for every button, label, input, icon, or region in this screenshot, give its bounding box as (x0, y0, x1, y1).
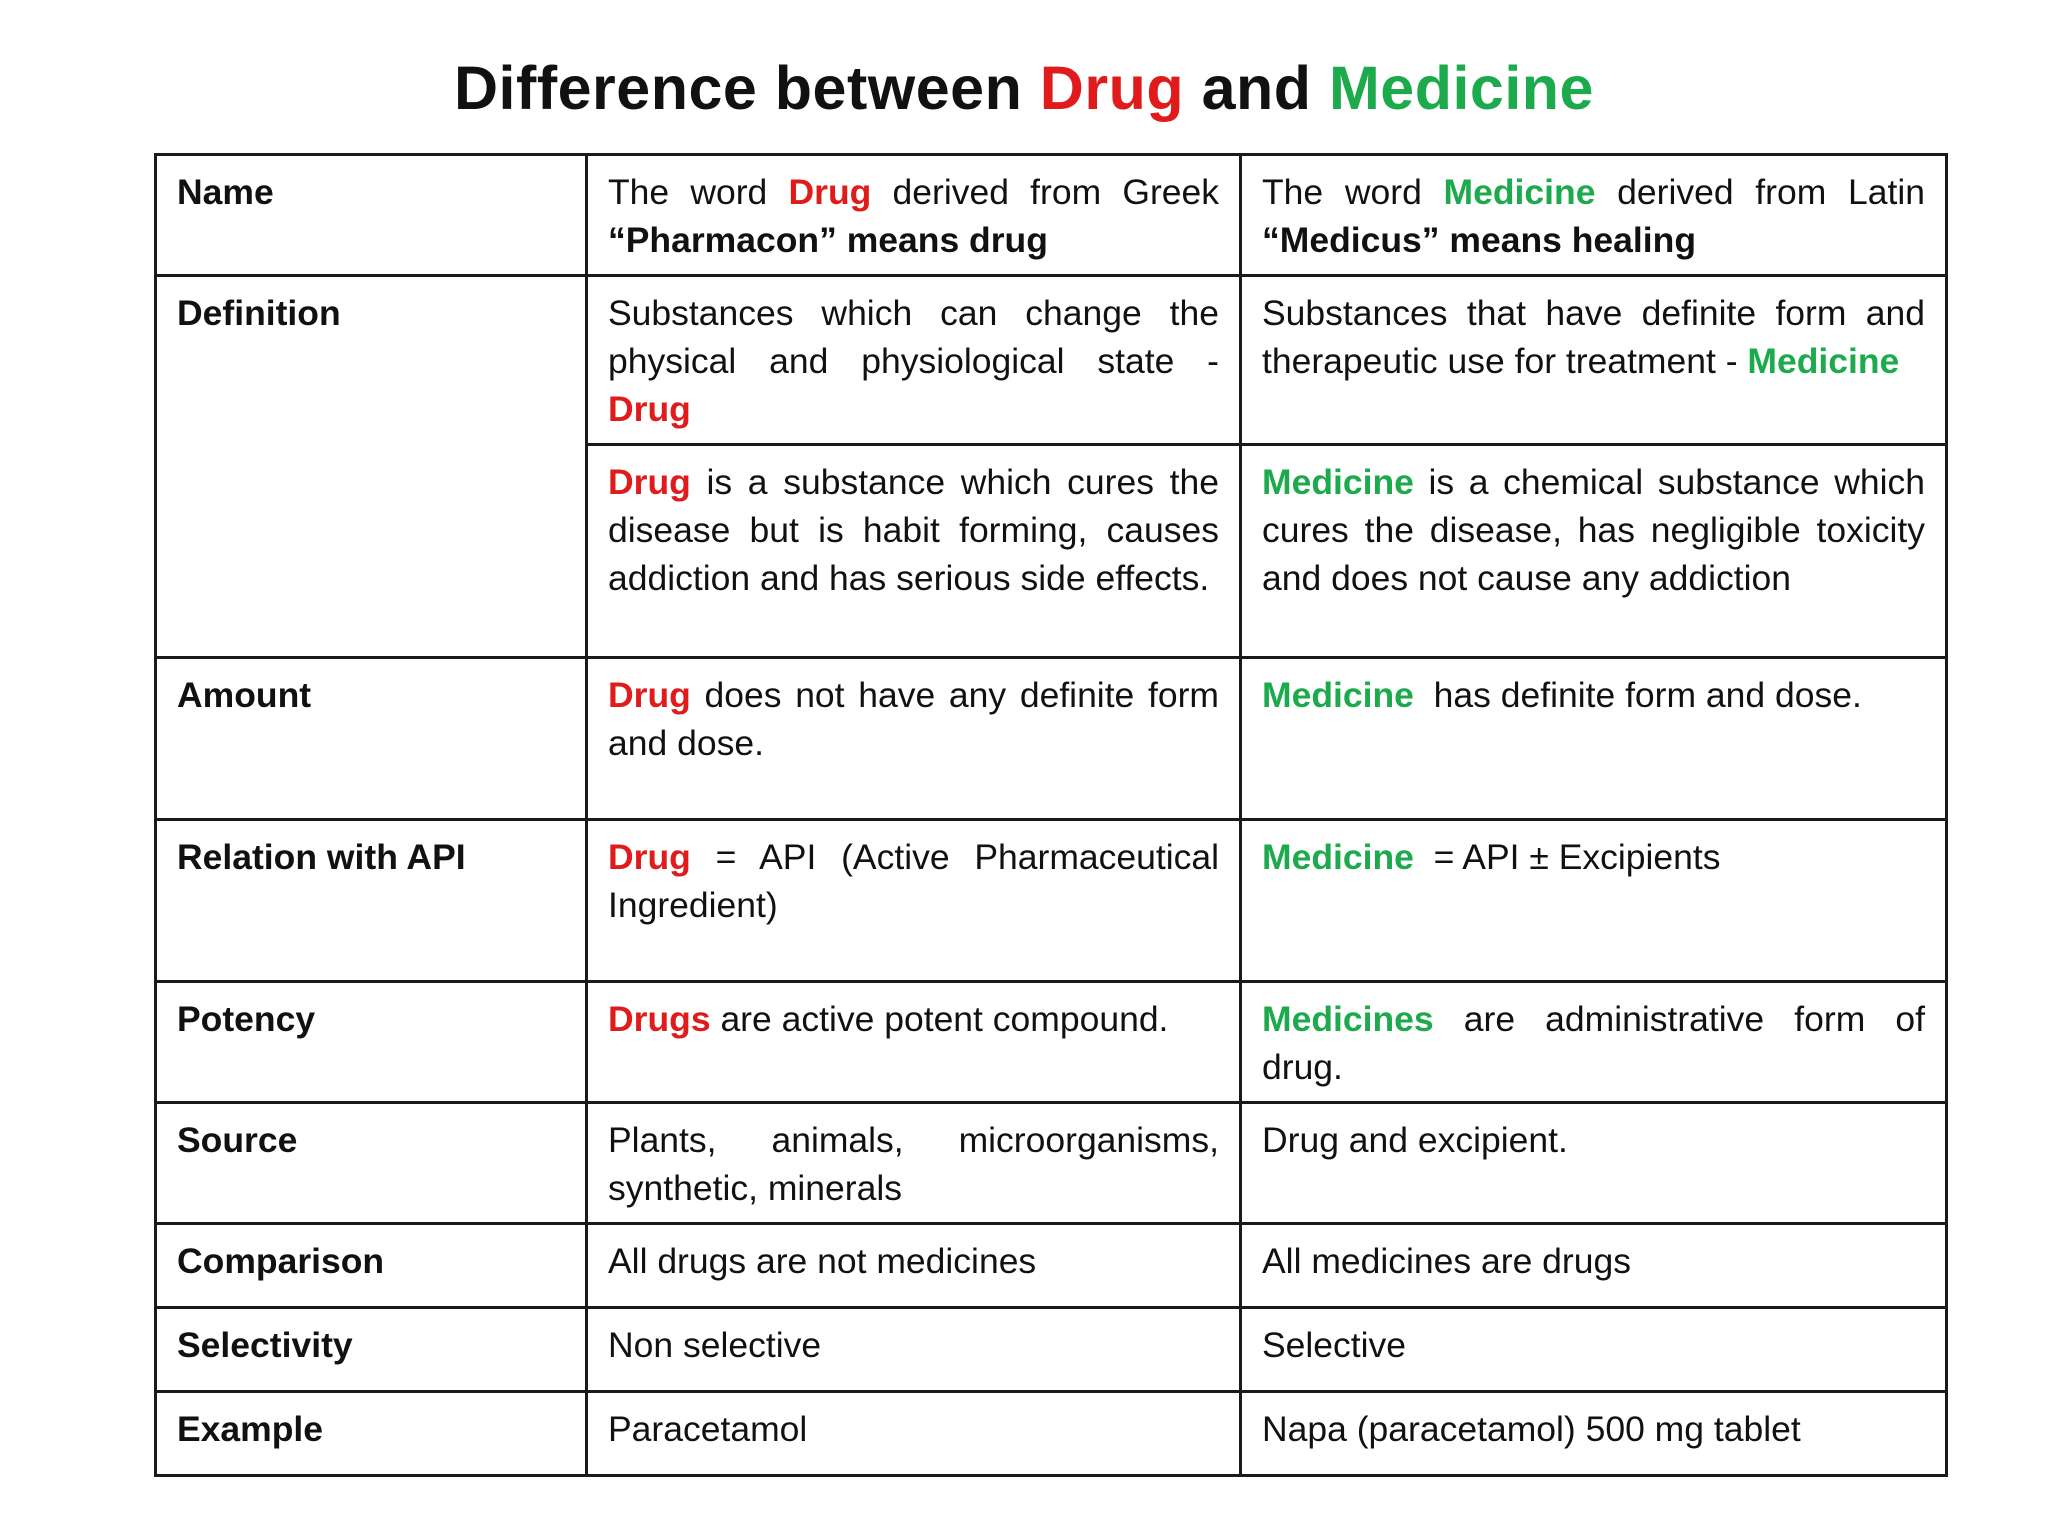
cell-drug-example: Paracetamol (585, 1390, 1242, 1477)
table-row-selectivity: Selectivity Non selective Selective (154, 1306, 1948, 1393)
cell-drug-definition-2: Drug is a substance which cures the dise… (585, 443, 1242, 659)
cell-text: = API ± Excipients (1413, 837, 1721, 877)
cell-medicine-definition-1: Substances that have definite form and t… (1239, 274, 1948, 446)
cell-bold-text: “Pharmacon” means drug (608, 220, 1048, 260)
cell-bold-text: “Medicus” means healing (1262, 220, 1697, 260)
row-label-selectivity: Selectivity (154, 1306, 588, 1393)
drug-keyword: Drugs (608, 999, 711, 1039)
cell-drug-selectivity: Non selective (585, 1306, 1242, 1393)
drug-keyword: Drug (608, 462, 691, 502)
cell-text: The word (608, 172, 789, 212)
row-label-name: Name (154, 153, 588, 277)
medicine-keyword: Medicine (1262, 462, 1414, 502)
cell-medicine-selectivity: Selective (1239, 1306, 1948, 1393)
medicine-keyword: Medicine (1262, 837, 1414, 877)
cell-drug-comparison: All drugs are not medicines (585, 1222, 1242, 1309)
cell-text: is a substance which cures the disease b… (608, 462, 1219, 598)
title-drug: Drug (1039, 54, 1185, 122)
title-part1: Difference between (454, 54, 1040, 122)
cell-medicine-definition-2: Medicine is a chemical substance which c… (1239, 443, 1948, 659)
row-label-example: Example (154, 1390, 588, 1477)
cell-drug-source: Plants, animals, microorganisms, synthet… (585, 1101, 1242, 1225)
row-label-api: Relation with API (154, 818, 588, 983)
medicine-keyword: Medicine (1443, 172, 1596, 212)
cell-medicine-name: The word Medicine derived from Latin “Me… (1239, 153, 1948, 277)
medicine-keyword: Medicines (1262, 999, 1434, 1039)
table-row-example: Example Paracetamol Napa (paracetamol) 5… (154, 1390, 1948, 1477)
medicine-keyword: Medicine (1747, 341, 1900, 381)
cell-medicine-api: Medicine = API ± Excipients (1239, 818, 1948, 983)
cell-text: are administrative form of drug. (1262, 999, 1925, 1087)
cell-drug-api: Drug = API (Active Pharmaceutical Ingred… (585, 818, 1242, 983)
row-label-amount: Amount (154, 656, 588, 821)
cell-text: has definite form and dose. (1413, 675, 1862, 715)
cell-drug-definition-1: Substances which can change the physical… (585, 274, 1242, 446)
table-row-definition-2: Drug is a substance which cures the dise… (156, 443, 1948, 659)
cell-text: derived from Greek (871, 172, 1219, 212)
cell-text: Substances which can change the physical… (608, 293, 1219, 381)
table-row-name: Name The word Drug derived from Greek “P… (154, 153, 1948, 277)
medicine-keyword: Medicine (1262, 675, 1414, 715)
drug-keyword: Drug (608, 675, 691, 715)
title-medicine: Medicine (1328, 54, 1594, 122)
cell-medicine-amount: Medicine has definite form and dose. (1239, 656, 1948, 821)
row-label-definition: Definition (154, 274, 588, 659)
cell-drug-name: The word Drug derived from Greek “Pharma… (585, 153, 1242, 277)
table-row-comparison: Comparison All drugs are not medicines A… (154, 1222, 1948, 1309)
comparison-table: Name The word Drug derived from Greek “P… (154, 153, 1948, 1477)
table-row-amount: Amount Drug does not have any definite f… (154, 656, 1948, 821)
cell-drug-amount: Drug does not have any definite form and… (585, 656, 1242, 821)
drug-keyword: Drug (788, 172, 872, 212)
row-label-comparison: Comparison (154, 1222, 588, 1309)
cell-medicine-source: Drug and excipient. (1239, 1101, 1948, 1225)
table-row-potency: Potency Drugs are active potent compound… (154, 980, 1948, 1104)
drug-keyword: Drug (608, 389, 691, 429)
row-label-source: Source (154, 1101, 588, 1225)
cell-text: Substances that have definite form and t… (1262, 293, 1925, 381)
cell-drug-potency: Drugs are active potent compound. (585, 980, 1242, 1104)
table-row-source: Source Plants, animals, microorganisms, … (154, 1101, 1948, 1225)
title-part2: and (1184, 54, 1329, 122)
page-title: Difference between Drug and Medicine (0, 48, 2048, 128)
cell-text: = API (Active Pharmaceutical Ingredient) (608, 837, 1219, 925)
cell-medicine-potency: Medicines are administrative form of dru… (1239, 980, 1948, 1104)
table-row-api: Relation with API Drug = API (Active Pha… (154, 818, 1948, 983)
cell-text: derived from Latin (1595, 172, 1925, 212)
drug-keyword: Drug (608, 837, 691, 877)
cell-medicine-example: Napa (paracetamol) 500 mg tablet (1239, 1390, 1948, 1477)
cell-medicine-comparison: All medicines are drugs (1239, 1222, 1948, 1309)
cell-text: are active potent compound. (710, 999, 1169, 1039)
table-row-definition-1: Definition Substances which can change t… (154, 274, 1948, 659)
cell-text: is a chemical substance which cures the … (1262, 462, 1925, 598)
row-label-potency: Potency (154, 980, 588, 1104)
cell-text: The word (1262, 172, 1444, 212)
cell-text: does not have any definite form and dose… (608, 675, 1219, 763)
